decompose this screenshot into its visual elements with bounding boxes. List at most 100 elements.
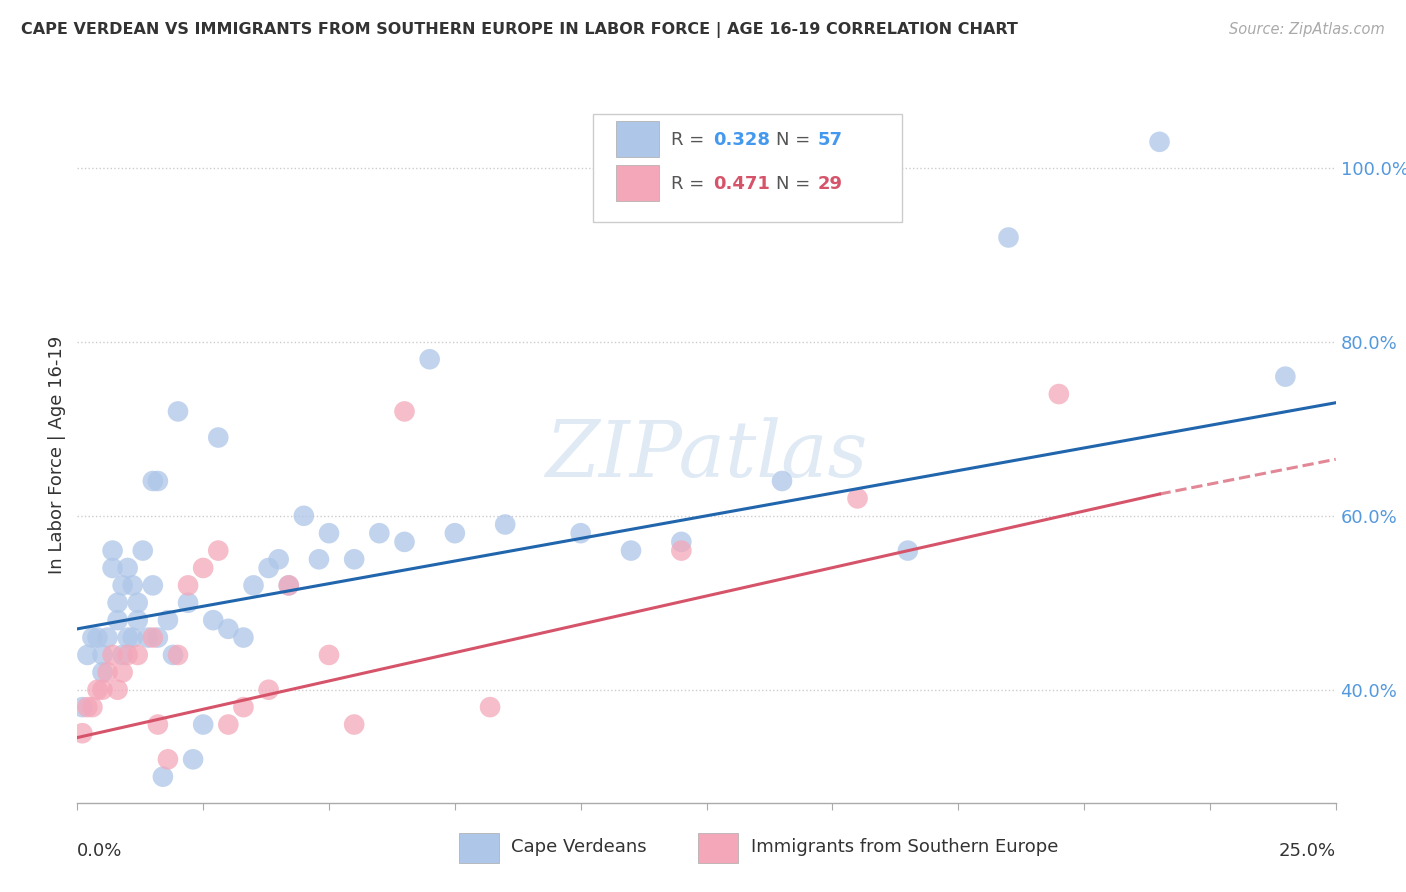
Point <box>494 517 516 532</box>
Point <box>232 700 254 714</box>
Text: Immigrants from Southern Europe: Immigrants from Southern Europe <box>751 838 1057 855</box>
Y-axis label: In Labor Force | Age 16-19: In Labor Force | Age 16-19 <box>48 335 66 574</box>
Text: R =: R = <box>671 131 710 149</box>
Text: N =: N = <box>776 131 815 149</box>
Point <box>318 526 340 541</box>
Point <box>770 474 793 488</box>
Point <box>111 648 134 662</box>
Point <box>177 578 200 592</box>
Point <box>167 648 190 662</box>
Point <box>167 404 190 418</box>
Point <box>444 526 467 541</box>
Point <box>997 230 1019 244</box>
Point <box>181 752 204 766</box>
Point <box>117 631 139 645</box>
Point <box>191 561 215 575</box>
Point <box>343 552 366 566</box>
Point <box>136 631 159 645</box>
FancyBboxPatch shape <box>593 114 901 222</box>
Point <box>117 648 139 662</box>
Text: Cape Verdeans: Cape Verdeans <box>512 838 647 855</box>
Point <box>257 682 280 697</box>
Point <box>96 665 118 680</box>
Point <box>101 648 124 662</box>
Point <box>897 543 920 558</box>
Text: Source: ZipAtlas.com: Source: ZipAtlas.com <box>1229 22 1385 37</box>
Point <box>152 770 174 784</box>
Point <box>479 700 502 714</box>
Point <box>96 631 118 645</box>
Point <box>207 543 229 558</box>
Point <box>292 508 315 523</box>
Point <box>191 717 215 731</box>
Point <box>368 526 391 541</box>
FancyBboxPatch shape <box>616 120 658 157</box>
Text: 0.0%: 0.0% <box>77 842 122 860</box>
Point <box>1149 135 1171 149</box>
Point <box>76 700 98 714</box>
Point <box>207 431 229 445</box>
Point <box>101 543 124 558</box>
Point <box>82 631 104 645</box>
Text: N =: N = <box>776 176 815 194</box>
Point <box>277 578 299 592</box>
Point <box>146 717 169 731</box>
Point <box>142 474 165 488</box>
Point <box>132 543 155 558</box>
Point <box>162 648 184 662</box>
Point <box>146 631 169 645</box>
Point <box>177 596 200 610</box>
Point <box>569 526 592 541</box>
Text: 29: 29 <box>817 176 842 194</box>
Point <box>242 578 264 592</box>
FancyBboxPatch shape <box>697 833 738 863</box>
Text: R =: R = <box>671 176 710 194</box>
Point <box>202 613 225 627</box>
Point <box>86 682 108 697</box>
Text: CAPE VERDEAN VS IMMIGRANTS FROM SOUTHERN EUROPE IN LABOR FORCE | AGE 16-19 CORRE: CAPE VERDEAN VS IMMIGRANTS FROM SOUTHERN… <box>21 22 1018 38</box>
Point <box>620 543 643 558</box>
Point <box>846 491 869 506</box>
Point <box>72 700 94 714</box>
Point <box>217 717 239 731</box>
Point <box>91 648 114 662</box>
Point <box>142 631 165 645</box>
Point <box>121 631 143 645</box>
Point <box>86 631 108 645</box>
Point <box>394 535 416 549</box>
Point <box>117 561 139 575</box>
Point <box>107 613 129 627</box>
Point <box>121 578 143 592</box>
Point <box>107 682 129 697</box>
Point <box>82 700 104 714</box>
Point <box>156 752 179 766</box>
Point <box>1047 387 1070 401</box>
Point <box>232 631 254 645</box>
Text: 25.0%: 25.0% <box>1278 842 1336 860</box>
Point <box>146 474 169 488</box>
Point <box>267 552 290 566</box>
Point <box>107 596 129 610</box>
Point <box>318 648 340 662</box>
Point <box>257 561 280 575</box>
Point <box>277 578 299 592</box>
Point <box>76 648 98 662</box>
Point <box>1274 369 1296 384</box>
Text: 0.471: 0.471 <box>713 176 769 194</box>
Text: 57: 57 <box>817 131 842 149</box>
Point <box>127 648 149 662</box>
Text: 0.328: 0.328 <box>713 131 770 149</box>
Point <box>72 726 94 740</box>
Text: ZIPatlas: ZIPatlas <box>546 417 868 493</box>
Point <box>127 596 149 610</box>
Point <box>127 613 149 627</box>
Point <box>111 665 134 680</box>
FancyBboxPatch shape <box>458 833 499 863</box>
Point <box>101 561 124 575</box>
Point <box>343 717 366 731</box>
FancyBboxPatch shape <box>616 165 658 201</box>
Point <box>142 578 165 592</box>
Point <box>308 552 330 566</box>
Point <box>217 622 239 636</box>
Point <box>111 578 134 592</box>
